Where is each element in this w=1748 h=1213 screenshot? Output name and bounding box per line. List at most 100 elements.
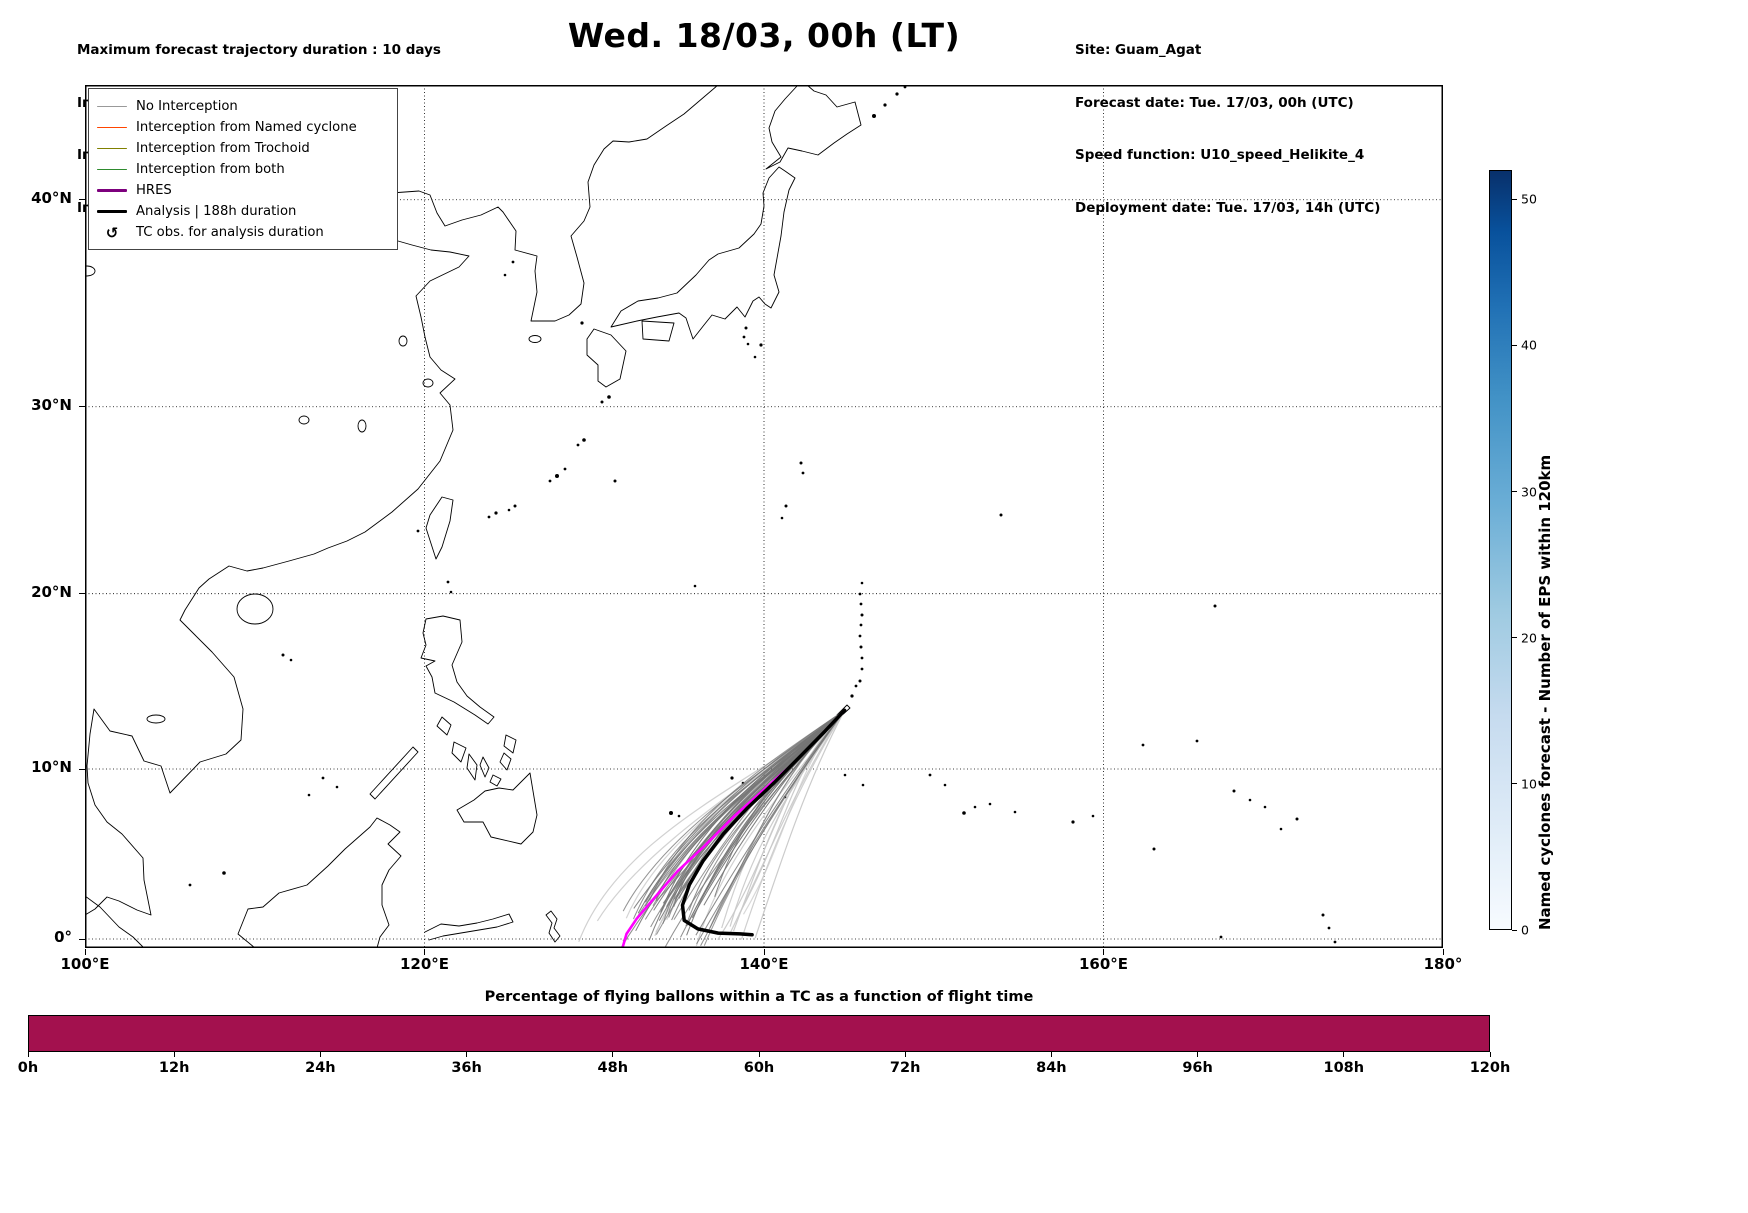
lon-tick-mark [84, 949, 86, 955]
colorbar-tick-label: 0 [1521, 922, 1529, 938]
colorbar-tick-mark [1512, 929, 1517, 931]
bottom-chart-title: Percentage of flying ballons within a TC… [484, 989, 1034, 1005]
colorbar-gradient [1489, 170, 1512, 930]
legend-item-label: Interception from Trochoid [136, 141, 310, 156]
legend-line-swatch [97, 147, 127, 150]
eps-member-trajectory [655, 709, 845, 902]
legend-item-label: TC obs. for analysis duration [136, 225, 324, 240]
legend-swatch-line [97, 126, 127, 129]
lon-tick-mark [424, 949, 425, 955]
time-tick-mark [1197, 1052, 1199, 1057]
eps-member-trajectory [653, 709, 845, 911]
legend-swatch-line [97, 105, 127, 108]
colorbar-label: Named cyclones forecast - Number of EPS … [1536, 454, 1554, 930]
percentage-bar [29, 1016, 1489, 1051]
eps-member-trajectory [717, 709, 846, 941]
time-tick-label: 96h [1182, 1060, 1213, 1076]
legend-item: Analysis | 188h duration [97, 201, 387, 222]
eps-member-trajectory [729, 709, 846, 927]
map-legend: No Interception Interception from Named … [88, 88, 398, 250]
eps-member-trajectory [714, 709, 845, 897]
trajectory-lines [578, 708, 847, 948]
eps-member-trajectory [703, 709, 846, 946]
time-tick-mark [173, 1052, 175, 1057]
time-tick-mark [612, 1052, 614, 1057]
lat-tick-label: 0° [54, 928, 72, 946]
colorbar-tick-mark [1512, 344, 1517, 346]
site-line: Speed function: U10_speed_Helikite_4 [1075, 147, 1365, 163]
colorbar-tick-label: 30 [1521, 484, 1537, 500]
colorbar-tick-mark [1512, 198, 1517, 200]
colorbar-tick-label: 10 [1521, 776, 1537, 792]
lat-tick-label: 30°N [31, 395, 72, 414]
balloon-percentage-chart [28, 1015, 1490, 1052]
site-line: Deployment date: Tue. 17/03, 14h (UTC) [1075, 199, 1381, 216]
time-tick-mark [319, 1052, 321, 1057]
colorbar-tick-mark [1512, 491, 1517, 493]
time-tick-mark [27, 1052, 29, 1057]
lon-tick-label: 140°E [739, 955, 789, 973]
lat-tick-mark [79, 593, 85, 595]
colorbar-tick-label: 40 [1521, 337, 1537, 353]
colorbar-tick-label: 20 [1521, 630, 1537, 646]
lat-tick-mark [79, 938, 85, 940]
trajectory-map: No Interception Interception from Named … [85, 85, 1443, 948]
lon-tick-label: 100°E [60, 955, 110, 973]
legend-item-label: HRES [136, 183, 172, 198]
eps-member-trajectory [695, 709, 846, 936]
time-tick-mark [1343, 1052, 1345, 1057]
time-tick-mark [466, 1052, 468, 1057]
lon-tick-mark [763, 949, 765, 955]
lat-tick-label: 20°N [31, 582, 72, 601]
lat-tick-mark [79, 768, 85, 770]
time-tick-mark [904, 1052, 906, 1057]
lat-tick-label: 10°N [31, 758, 72, 776]
legend-swatch-line [97, 188, 127, 193]
eps-member-trajectory [754, 710, 846, 939]
legend-item-label: Interception from both [136, 162, 285, 177]
legend-item: HRES [97, 180, 387, 201]
lat-tick-label: 40°N [31, 188, 72, 207]
time-tick-label: 84h [1036, 1060, 1067, 1076]
map-canvas [85, 85, 1443, 948]
site-line: Site: Guam_Agat [1075, 42, 1202, 58]
lon-tick-label: 160°E [1078, 955, 1129, 973]
plot-title: Wed. 18/03, 00h (LT) [567, 16, 961, 55]
legend-line-swatch [97, 209, 127, 214]
param-line: Maximum forecast trajectory duration : 1… [77, 42, 441, 58]
legend-swatch-line [97, 168, 127, 171]
time-tick-mark [1050, 1052, 1052, 1057]
time-tick-label: 48h [597, 1060, 629, 1076]
lon-tick-label: 120°E [399, 955, 450, 973]
time-tick-mark [758, 1052, 760, 1057]
analysis-trajectory [680, 708, 847, 937]
lon-tick-mark [1103, 949, 1104, 955]
time-tick-label: 24h [305, 1060, 336, 1076]
tc-obs-symbol: ↺ [105, 223, 119, 242]
time-tick-label: 120h [1469, 1060, 1511, 1076]
legend-line-swatch [97, 105, 127, 108]
legend-item: Interception from Named cyclone [97, 117, 387, 138]
colorbar-tick-mark [1512, 783, 1517, 785]
island-dots [188, 85, 1337, 944]
time-tick-label: 0h [17, 1060, 39, 1076]
lon-tick-mark [1442, 949, 1444, 955]
time-tick-mark [1489, 1052, 1491, 1057]
legend-item-label: Analysis | 188h duration [136, 204, 297, 219]
time-tick-label: 12h [158, 1060, 190, 1076]
time-tick-label: 108h [1323, 1060, 1365, 1076]
legend-item-label: Interception from Named cyclone [136, 120, 357, 135]
legend-line-swatch [97, 168, 127, 171]
legend-swatch-line [97, 147, 127, 150]
site-line: Forecast date: Tue. 17/03, 00h (UTC) [1075, 94, 1354, 111]
legend-item: No Interception [97, 96, 387, 117]
lat-tick-mark [79, 406, 85, 408]
lat-tick-mark [79, 199, 85, 201]
legend-item: ↺ TC obs. for analysis duration [97, 222, 387, 243]
map-border [85, 85, 1443, 948]
eps-member-trajectory [648, 709, 845, 941]
time-tick-label: 60h [743, 1060, 775, 1076]
lon-tick-label: 180° [1423, 955, 1463, 973]
eps-member-trajectory [740, 709, 846, 940]
